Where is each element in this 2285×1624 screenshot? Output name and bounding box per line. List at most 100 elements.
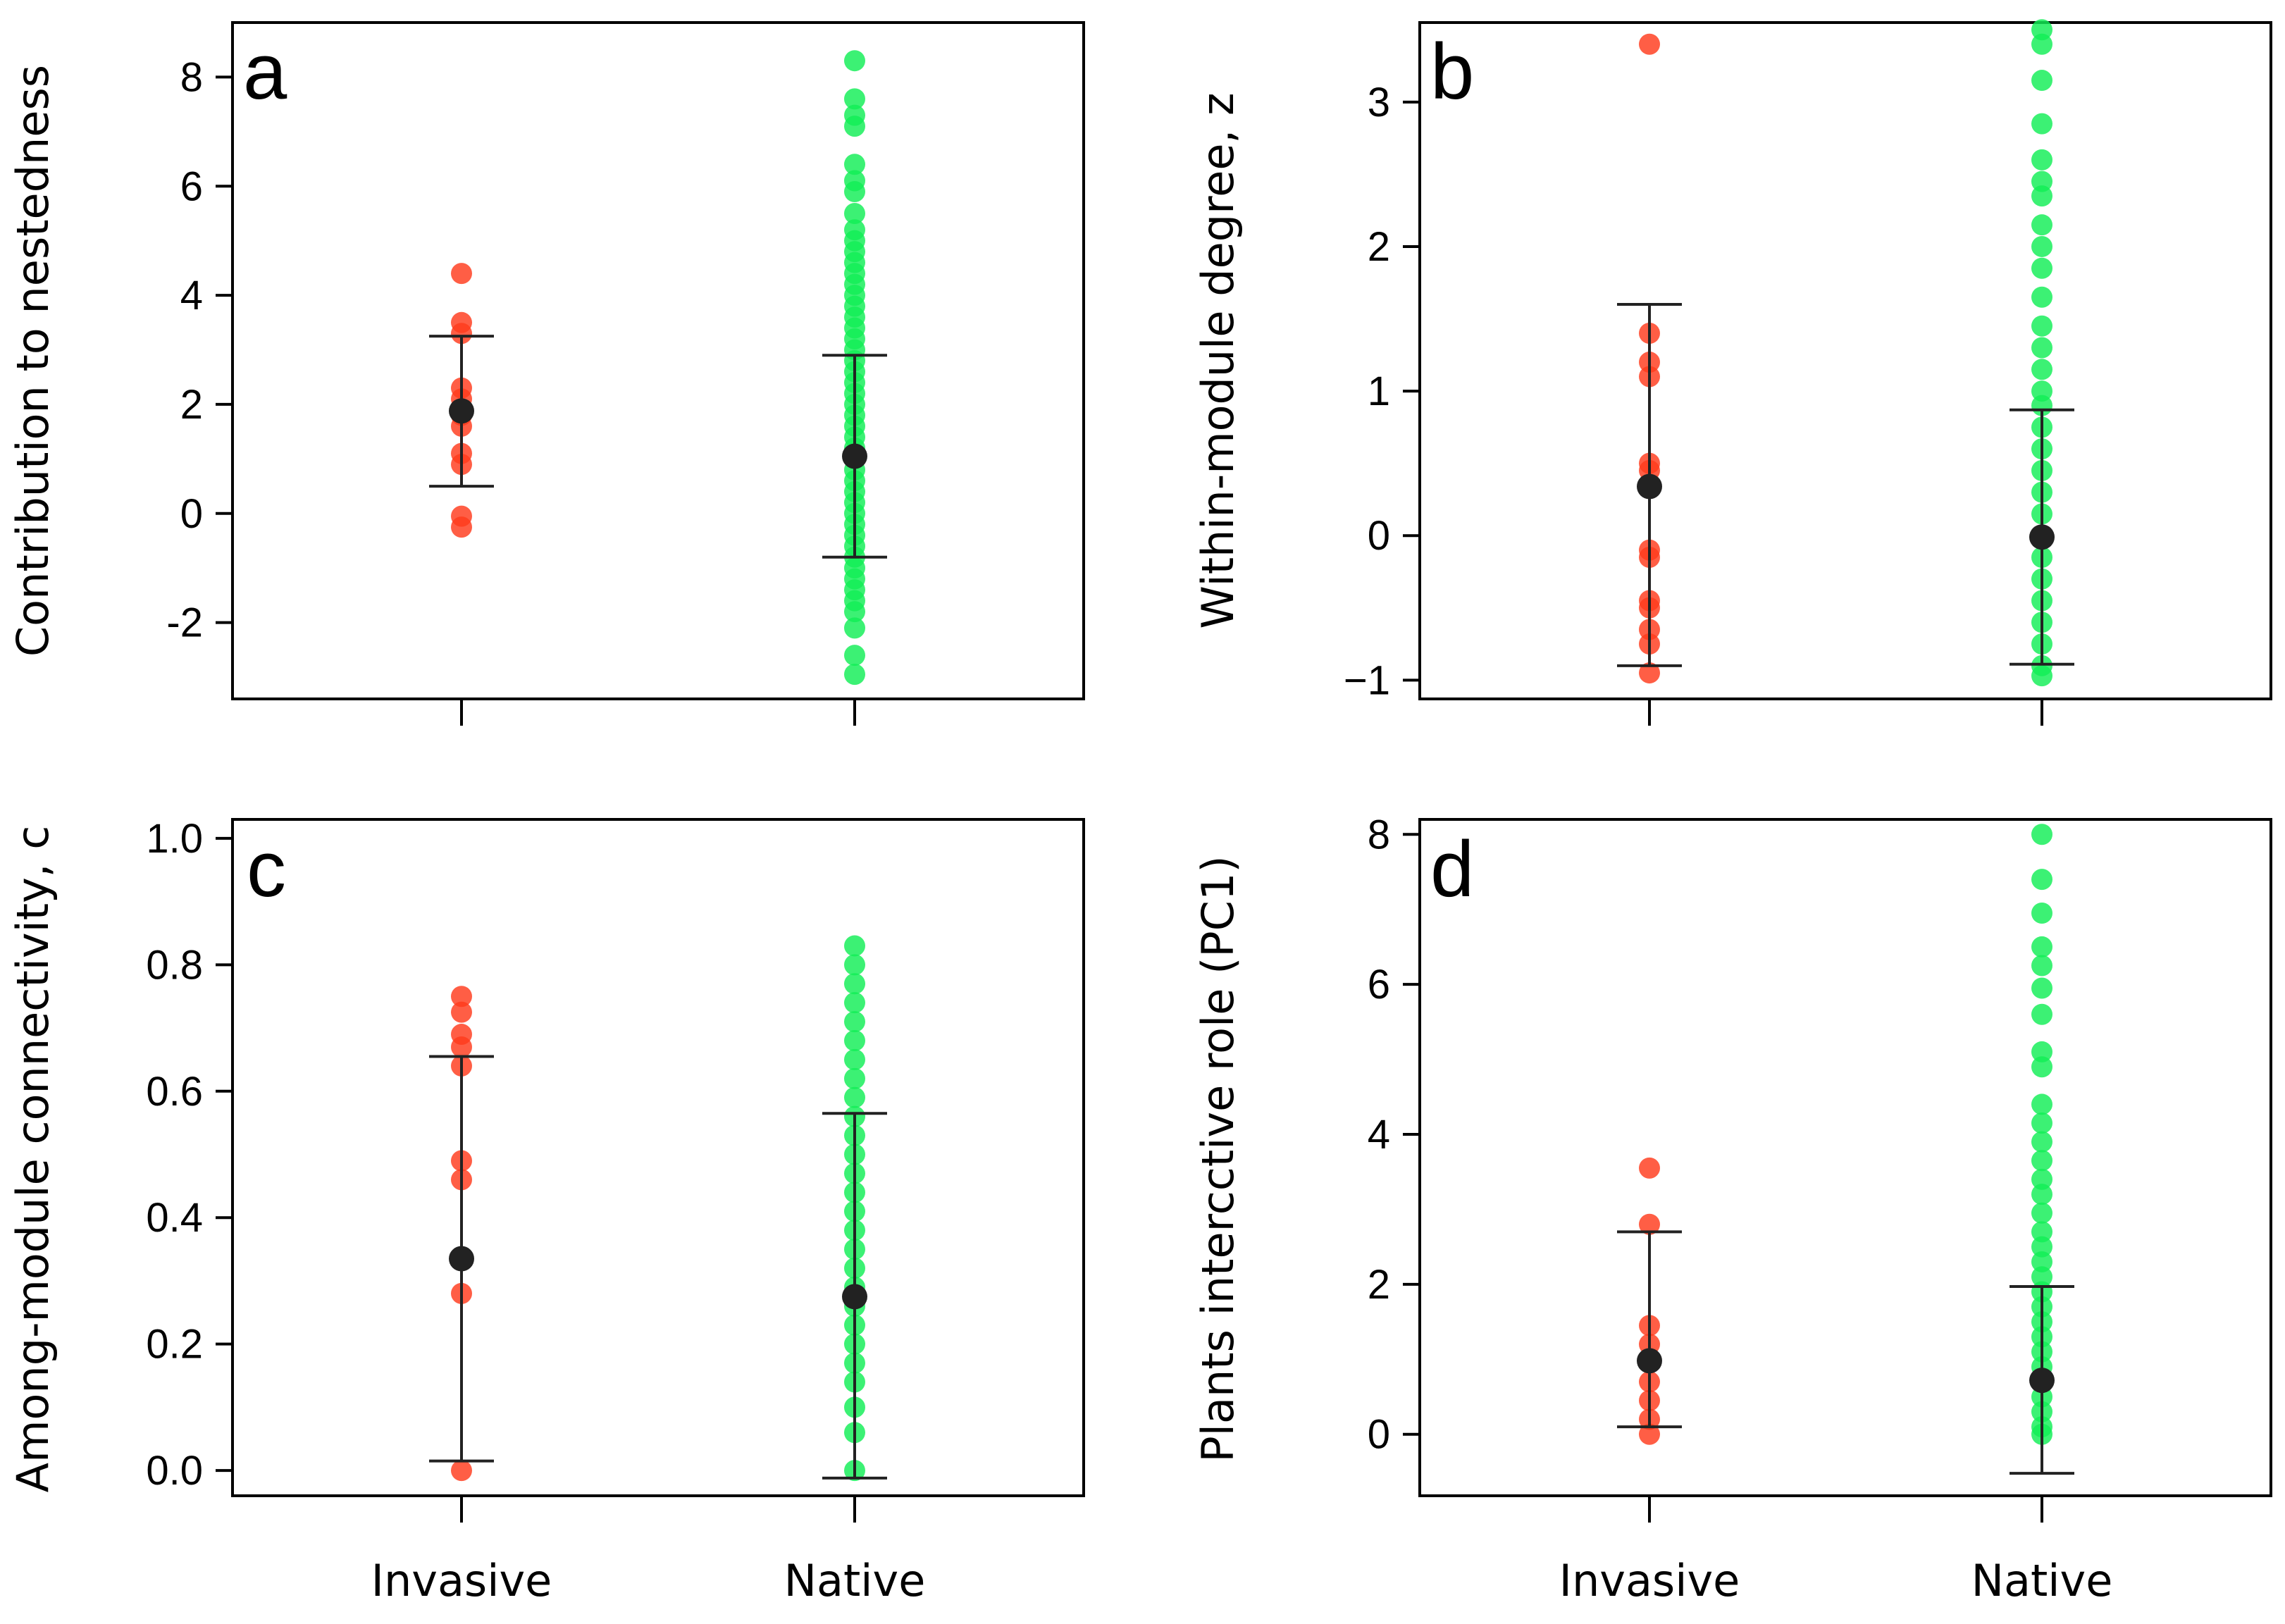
panel-b: b Within-module degree, z −1 0 1 2 3 <box>1192 19 2272 726</box>
data-point-native <box>844 992 865 1014</box>
data-point-native <box>844 973 865 995</box>
y-tick-label: 0.2 <box>146 1322 203 1368</box>
panel-c: c Among-module connectivity, c 0.0 0.2 0.4… <box>7 816 1085 1523</box>
data-point-invasive <box>1639 1213 1660 1235</box>
data-point-native <box>2031 1202 2052 1224</box>
plot-frame <box>231 21 1085 700</box>
data-points <box>1639 19 2052 687</box>
x-ticks <box>460 699 856 726</box>
y-tick-label: 8 <box>180 54 203 100</box>
data-points <box>451 50 865 686</box>
data-point-native <box>844 181 865 202</box>
data-point-native <box>2031 1184 2052 1205</box>
data-point-native <box>2031 70 2052 92</box>
plot-frame <box>231 818 1085 1497</box>
data-point-native <box>2031 903 2052 924</box>
x-ticks <box>460 1496 856 1523</box>
data-point-native <box>2031 185 2052 207</box>
data-point-native <box>2031 214 2052 236</box>
data-point-invasive <box>451 1460 472 1482</box>
y-tick-label: 4 <box>180 273 203 318</box>
mean-point-native <box>2029 1368 2055 1394</box>
x-ticks <box>1648 699 2043 726</box>
panel-letter: c <box>247 825 286 913</box>
mean-and-error-bars <box>429 335 887 559</box>
mean-point-invasive <box>449 398 474 424</box>
data-point-native <box>2031 33 2052 55</box>
data-point-native <box>2031 1131 2052 1153</box>
data-point-native <box>844 1011 865 1033</box>
data-point-invasive <box>451 263 472 285</box>
data-point-native <box>844 1048 865 1070</box>
data-point-invasive <box>451 516 472 538</box>
data-point-native <box>2031 824 2052 845</box>
data-point-native <box>2031 955 2052 977</box>
data-point-native <box>2031 286 2052 308</box>
data-point-native <box>2031 1266 2052 1288</box>
data-point-native <box>844 116 865 137</box>
y-axis-title: Plants intercctive role (PC1) <box>1192 855 1244 1462</box>
data-point-native <box>2031 936 2052 957</box>
y-tick-label: 2 <box>180 382 203 428</box>
y-tick-label: −1 <box>1344 657 1390 703</box>
y-ticks: 0 2 4 6 8 <box>1368 812 1420 1458</box>
data-point-native <box>2031 113 2052 135</box>
data-point-native <box>844 935 865 957</box>
y-tick-label: 1 <box>1368 368 1390 414</box>
mean-point-invasive <box>1637 473 1662 500</box>
y-tick-label: 0 <box>180 491 203 537</box>
y-tick-label: 0.4 <box>146 1195 203 1241</box>
data-point-native <box>844 88 865 110</box>
data-point-native <box>844 617 865 639</box>
y-axis-title: Among-module connectivity, c <box>7 826 58 1493</box>
panel-a: a Contribution to nestedness -2 0 2 4 6 8 <box>7 21 1085 726</box>
data-point-native <box>844 601 865 623</box>
data-point-native <box>2031 359 2052 380</box>
data-point-native <box>844 954 865 976</box>
mean-point-invasive <box>449 1246 474 1272</box>
data-point-native <box>2031 977 2052 999</box>
data-point-native <box>844 202 865 224</box>
data-point-invasive <box>1639 33 1660 55</box>
data-point-native <box>844 1086 865 1108</box>
x-ticks <box>1648 1496 2043 1523</box>
y-tick-label: 0 <box>1368 1412 1390 1458</box>
data-point-native <box>844 664 865 686</box>
y-tick-label: 2 <box>1368 1262 1390 1308</box>
data-point-invasive <box>451 1036 472 1058</box>
y-axis-title: Contribution to nestedness <box>7 65 58 657</box>
mean-point-native <box>842 1284 867 1310</box>
data-point-native <box>844 645 865 667</box>
data-point-native <box>2031 257 2052 279</box>
data-point-native <box>844 50 865 72</box>
data-point-native <box>2031 380 2052 402</box>
y-tick-label: 0.0 <box>146 1448 203 1494</box>
y-axis-title: Within-module degree, z <box>1192 93 1244 629</box>
y-tick-label: 2 <box>1368 224 1390 270</box>
mean-and-error-bars <box>429 1055 887 1480</box>
data-point-native <box>2031 149 2052 171</box>
group-label-native-right: Native <box>1971 1555 2113 1606</box>
y-ticks: -2 0 2 4 6 8 <box>166 54 233 646</box>
group-label-invasive-right: Invasive <box>1559 1555 1740 1606</box>
y-tick-label: 4 <box>1368 1112 1390 1158</box>
mean-and-error-bars <box>1617 303 2074 667</box>
y-ticks: −1 0 1 2 3 <box>1344 80 1420 703</box>
panel-d: d Plants intercctive role (PC1) 0 2 4 6 8 <box>1192 812 2272 1523</box>
data-point-native <box>2031 1056 2052 1078</box>
y-tick-label: 0 <box>1368 513 1390 559</box>
data-point-native <box>2031 235 2052 257</box>
y-tick-label: 3 <box>1368 80 1390 125</box>
y-tick-label: 6 <box>1368 962 1390 1008</box>
mean-point-native <box>2029 524 2055 550</box>
data-point-native <box>844 154 865 175</box>
data-point-native <box>844 1067 865 1089</box>
data-point-invasive <box>451 323 472 345</box>
y-ticks: 0.0 0.2 0.4 0.6 0.8 1.0 <box>146 816 233 1494</box>
data-point-native <box>2031 1112 2052 1134</box>
data-point-invasive <box>451 1001 472 1023</box>
data-point-native <box>2031 1168 2052 1190</box>
group-label-native-left: Native <box>784 1555 926 1606</box>
data-point-native <box>2031 665 2052 687</box>
